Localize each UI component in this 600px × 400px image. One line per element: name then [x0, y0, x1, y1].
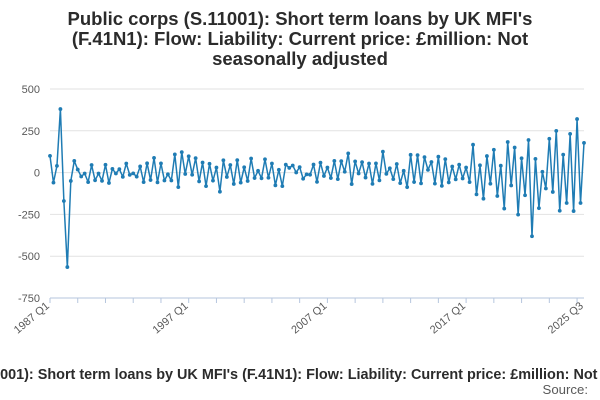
svg-text:2017 Q1: 2017 Q1 — [428, 300, 468, 336]
svg-text:1997 Q1: 1997 Q1 — [151, 300, 191, 336]
svg-text:1987 Q1: 1987 Q1 — [12, 300, 52, 336]
svg-text:2007 Q1: 2007 Q1 — [289, 300, 329, 336]
svg-text:250: 250 — [22, 126, 40, 138]
svg-text:0: 0 — [34, 168, 40, 180]
svg-text:500: 500 — [22, 84, 40, 96]
svg-text:2025 Q3: 2025 Q3 — [546, 300, 586, 336]
svg-text:-750: -750 — [18, 293, 40, 305]
svg-text:-250: -250 — [18, 209, 40, 221]
svg-text:-500: -500 — [18, 251, 40, 263]
